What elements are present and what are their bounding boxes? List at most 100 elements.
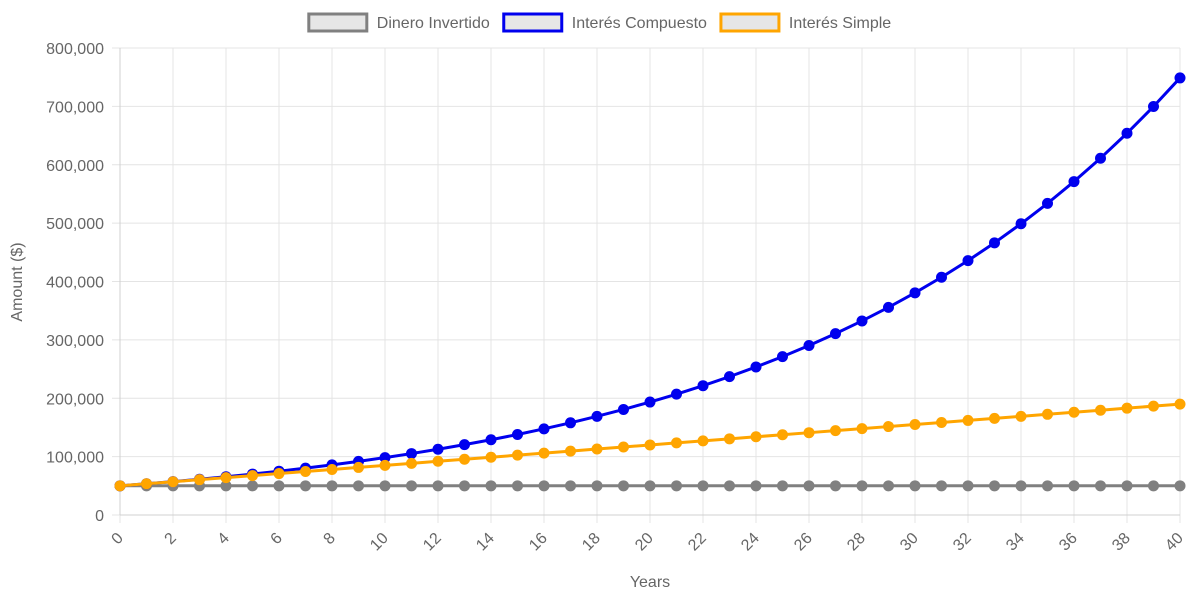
- series-0: [114, 480, 1186, 492]
- data-point: [194, 474, 205, 486]
- data-point: [326, 463, 338, 475]
- data-point: [803, 480, 815, 492]
- legend[interactable]: Dinero Invertido Interés Compuesto Interés…: [307, 12, 891, 33]
- data-point: [459, 480, 470, 492]
- x-tick-label: 4: [215, 530, 233, 548]
- data-point: [485, 480, 497, 492]
- data-point: [830, 425, 841, 437]
- data-point: [1042, 197, 1053, 209]
- data-point: [1095, 404, 1106, 416]
- data-point: [406, 457, 417, 469]
- legend-item[interactable]: Interés Compuesto: [502, 12, 707, 33]
- data-point: [1148, 480, 1159, 492]
- data-point: [909, 480, 921, 492]
- data-point: [273, 468, 285, 480]
- data-point: [379, 459, 391, 471]
- data-point: [247, 470, 258, 482]
- y-tick-label: 800,000: [46, 41, 104, 58]
- data-point: [962, 480, 974, 492]
- data-point: [459, 439, 470, 451]
- data-point: [856, 315, 868, 327]
- data-point: [247, 480, 258, 492]
- legend-label: Interés Simple: [789, 15, 891, 32]
- data-point: [989, 412, 1000, 424]
- x-tick-label: 32: [950, 530, 975, 555]
- legend-swatch: [307, 12, 369, 33]
- x-axis-title: Years: [630, 574, 670, 591]
- data-point: [1174, 398, 1186, 410]
- legend-swatch: [719, 12, 781, 33]
- x-tick-label: 28: [844, 530, 869, 555]
- data-point: [1042, 480, 1053, 492]
- x-tick-label: 16: [526, 530, 551, 555]
- data-point: [565, 417, 576, 429]
- x-tick-label: 2: [162, 530, 180, 548]
- x-tick-label: 6: [268, 530, 286, 548]
- data-point: [618, 441, 629, 453]
- y-tick-label: 700,000: [46, 99, 104, 116]
- data-point: [644, 439, 656, 451]
- x-tick-label: 22: [685, 530, 710, 555]
- data-point: [750, 361, 762, 373]
- legend-item[interactable]: Interés Simple: [719, 12, 891, 33]
- data-point: [830, 328, 841, 340]
- data-point: [1148, 101, 1159, 113]
- data-point: [353, 480, 364, 492]
- y-tick-label: 600,000: [46, 158, 104, 175]
- data-point: [141, 478, 152, 490]
- y-tick-label: 200,000: [46, 391, 104, 408]
- data-point: [220, 480, 232, 492]
- x-tick-label: 14: [473, 530, 498, 555]
- data-point: [591, 410, 603, 422]
- data-point: [353, 461, 364, 473]
- x-tick-label: 38: [1109, 530, 1134, 555]
- data-point: [300, 480, 311, 492]
- data-point: [777, 351, 788, 363]
- data-point: [1174, 72, 1186, 84]
- legend-label: Interés Compuesto: [572, 15, 707, 32]
- data-point: [1015, 410, 1027, 422]
- data-point: [883, 301, 894, 313]
- data-point: [909, 419, 921, 431]
- data-point: [962, 255, 974, 267]
- data-point: [565, 445, 576, 457]
- y-tick-label: 0: [95, 508, 104, 525]
- data-point: [618, 403, 629, 415]
- x-tick-label: 30: [897, 530, 922, 555]
- grid-lines: [112, 47, 1181, 523]
- data-point: [485, 451, 497, 463]
- y-axis-title: Amount ($): [9, 242, 26, 321]
- data-point: [591, 480, 603, 492]
- y-tick-label: 100,000: [46, 450, 104, 467]
- data-point: [538, 480, 550, 492]
- data-point: [883, 480, 894, 492]
- data-point: [512, 480, 523, 492]
- data-point: [432, 455, 444, 467]
- data-point: [989, 480, 1000, 492]
- data-point: [697, 435, 709, 447]
- x-tick-label: 12: [420, 530, 445, 555]
- x-tick-label: 24: [738, 530, 763, 555]
- legend-label: Dinero Invertido: [377, 15, 490, 32]
- data-point: [326, 480, 338, 492]
- data-point: [803, 339, 815, 351]
- data-point: [724, 371, 735, 383]
- legend-item[interactable]: Dinero Invertido: [307, 12, 490, 33]
- data-point: [1121, 402, 1133, 414]
- data-point: [750, 480, 762, 492]
- data-point: [909, 287, 921, 299]
- data-point: [936, 480, 947, 492]
- data-point: [830, 480, 841, 492]
- data-point: [220, 472, 232, 484]
- y-tick-label: 400,000: [46, 275, 104, 292]
- data-point: [936, 271, 947, 283]
- data-point: [1068, 480, 1080, 492]
- data-point: [512, 428, 523, 440]
- x-tick-label: 10: [367, 530, 392, 555]
- series-lines: [114, 72, 1186, 492]
- data-point: [724, 433, 735, 445]
- data-point: [1095, 480, 1106, 492]
- data-point: [777, 429, 788, 441]
- data-point: [1121, 480, 1133, 492]
- data-point: [962, 414, 974, 426]
